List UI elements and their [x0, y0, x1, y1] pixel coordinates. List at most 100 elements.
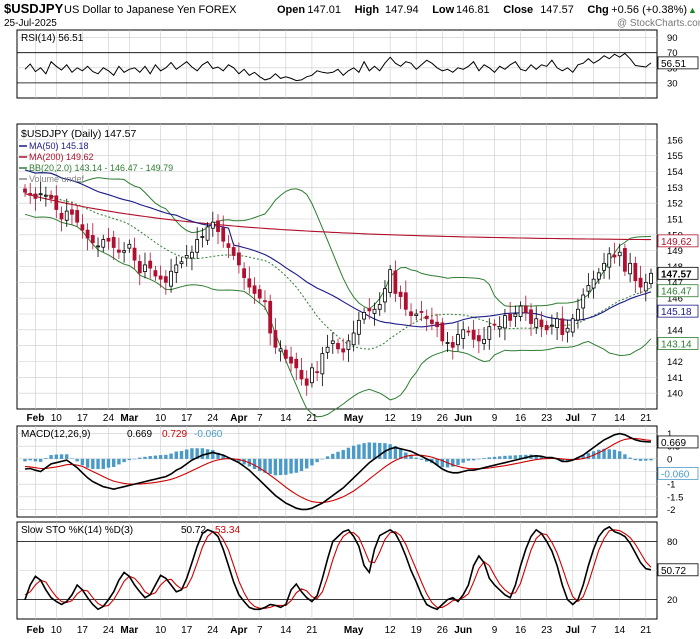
macd-tick-label: -1.5 — [667, 492, 683, 503]
candle — [429, 319, 434, 324]
candle — [617, 251, 622, 257]
macd-histogram-bar — [65, 454, 69, 459]
x-axis-label: Mar — [120, 413, 138, 424]
x-axis-label: 24 — [207, 625, 219, 636]
macd-histogram-bar — [404, 452, 408, 459]
candle — [388, 269, 393, 293]
candle — [419, 311, 424, 313]
candle — [242, 268, 247, 278]
macd-histogram-bar — [539, 456, 544, 459]
candle — [565, 327, 570, 333]
macd-histogram-bar — [560, 458, 565, 462]
candle — [320, 353, 325, 375]
x-axis-label: 23 — [541, 625, 553, 636]
candle — [492, 323, 497, 326]
x-axis-label: Jun — [454, 625, 472, 636]
macd-last-value-box — [657, 435, 699, 449]
candle — [534, 318, 539, 328]
candle — [289, 356, 293, 364]
macd-histogram-bar — [331, 453, 335, 459]
macd-histogram-bar — [424, 458, 429, 462]
macd-histogram-bar — [513, 455, 518, 459]
x-axis-label: 24 — [103, 413, 115, 424]
candle — [367, 308, 372, 312]
price-panel: 1561551541531521511501491481471461451441… — [16, 123, 699, 418]
candle — [523, 305, 528, 313]
macd-hist-last-value-box — [657, 466, 699, 480]
macd-histogram-bar — [185, 449, 189, 459]
x-axis-label: 10 — [51, 413, 63, 424]
macd-histogram-bar — [597, 449, 601, 459]
quote-label: Chg — [587, 4, 608, 16]
macd-histogram-bar — [33, 458, 38, 462]
price-legend-title: $USDJPY (Daily) 147.57 — [21, 128, 137, 140]
x-axis-label: 10 — [155, 413, 167, 424]
candle — [33, 193, 38, 199]
macd-histogram-bar — [602, 448, 606, 459]
macd-histogram-bar — [638, 458, 643, 461]
symbol-description: US Dollar to Japanese Yen FOREX — [64, 4, 237, 16]
candle — [64, 210, 69, 221]
change-up-icon: ▲ — [688, 5, 697, 15]
macd-legend-signal: 0.729 — [162, 429, 187, 440]
macd-histogram-bar — [174, 451, 178, 459]
candle — [153, 270, 158, 277]
macd-histogram-bar — [435, 458, 439, 466]
quote-label: High — [355, 4, 380, 16]
macd-legend-value: 0.669 — [127, 429, 152, 440]
candle — [101, 239, 106, 248]
price-last-value: 143.14 — [661, 339, 692, 350]
x-axis-label: 17 — [77, 413, 89, 424]
macd-histogram-bar — [320, 458, 325, 460]
macd-histogram-bar — [294, 458, 298, 473]
macd-tick-label: 0 — [667, 454, 672, 465]
macd-histogram-bar — [237, 458, 241, 462]
macd-tick-label: -1 — [667, 480, 675, 491]
x-axis-label: 7 — [591, 413, 597, 424]
sto-k-line — [24, 525, 652, 611]
macd-histogram-bar — [96, 458, 100, 469]
candle — [221, 227, 226, 242]
price-tick-label: 146 — [667, 294, 683, 305]
macd-histogram-bar — [59, 454, 64, 459]
candle — [602, 262, 606, 271]
macd-histogram-bar — [336, 451, 340, 459]
x-axis-label: 16 — [515, 413, 527, 424]
macd-histogram-bar — [23, 458, 27, 462]
candle — [216, 220, 220, 233]
candle — [513, 313, 518, 317]
price-tick-label: 142 — [667, 357, 683, 368]
rsi-frame — [16, 29, 658, 99]
macd-histogram-bar — [398, 449, 403, 459]
price-tick-label: 153 — [667, 183, 683, 194]
candle — [487, 326, 492, 340]
price-last-value: 146.47 — [661, 287, 692, 298]
macd-histogram-bar — [258, 458, 262, 471]
symbol-title: $USDJPY — [4, 1, 64, 16]
macd-histogram-bar — [471, 458, 476, 461]
candle — [549, 324, 554, 327]
candle — [310, 367, 314, 384]
candle — [643, 281, 648, 292]
price-last-value-box — [657, 284, 699, 298]
sto-legend-k: 50.72 — [181, 525, 206, 536]
candle — [38, 193, 43, 196]
macd-histogram-bar — [581, 455, 585, 459]
candle — [518, 305, 523, 317]
macd-histogram-bar — [388, 444, 392, 459]
x-axis-label: 9 — [492, 625, 498, 636]
candle — [205, 226, 210, 241]
quote-label: Open — [277, 4, 305, 16]
quote-value: 147.57 — [540, 4, 574, 16]
rsi-last-value-box — [657, 56, 699, 70]
candle — [576, 308, 580, 321]
candle — [628, 262, 633, 275]
candle — [169, 270, 173, 287]
rsi-tick-label: 30 — [667, 78, 678, 89]
price-legend-item: BB(20,2.0) 143.14 - 146.47 - 149.79 — [29, 163, 173, 173]
x-axis-label: 17 — [77, 625, 89, 636]
x-axis-label: 14 — [280, 413, 292, 424]
candle — [440, 322, 445, 342]
candle — [445, 342, 450, 344]
